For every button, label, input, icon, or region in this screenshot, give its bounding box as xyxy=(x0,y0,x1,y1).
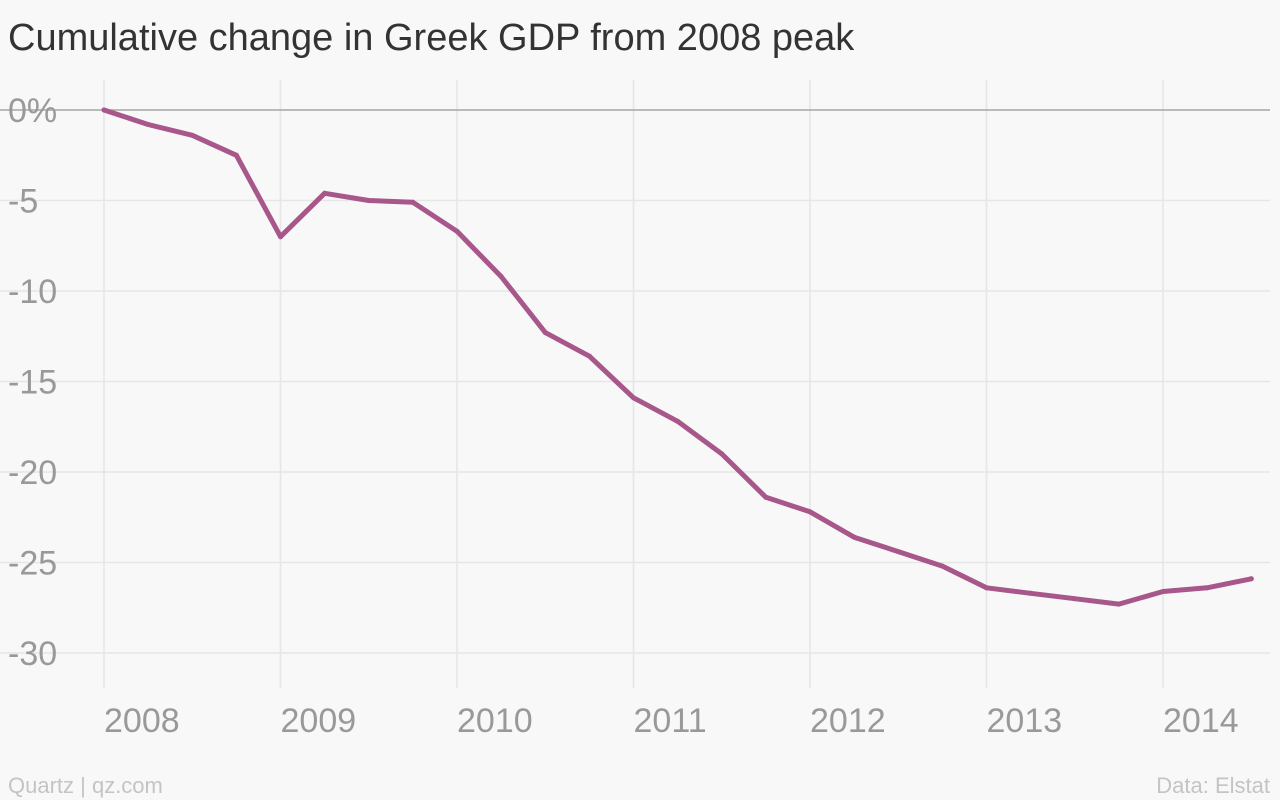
data-point xyxy=(278,234,283,240)
data-point xyxy=(498,274,504,280)
data-point xyxy=(233,152,239,158)
data-point xyxy=(454,228,460,234)
data-point xyxy=(145,121,151,127)
data-point xyxy=(719,451,725,457)
x-tick-label: 2010 xyxy=(457,702,533,740)
y-tick-label: -25 xyxy=(8,545,57,583)
data-point xyxy=(1160,588,1166,594)
x-tick-label: 2009 xyxy=(281,702,357,740)
y-tick-label: 0% xyxy=(8,92,57,130)
y-tick-label: -15 xyxy=(8,364,57,402)
data-point xyxy=(851,534,857,540)
data-point xyxy=(984,585,989,591)
x-tick-label: 2013 xyxy=(987,702,1063,740)
y-tick-label: -20 xyxy=(8,454,57,492)
footer-source-left: Quartz | qz.com xyxy=(8,773,163,798)
x-tick-label: 2012 xyxy=(810,702,886,740)
data-point xyxy=(763,494,769,500)
x-axis-labels: 2008 2009 2010 2011 2012 2013 2014 xyxy=(104,702,1239,740)
data-point xyxy=(1116,601,1122,607)
data-point xyxy=(189,132,195,138)
grid xyxy=(0,80,1270,688)
data-point xyxy=(586,353,592,359)
x-tick-label: 2014 xyxy=(1163,702,1239,740)
data-point xyxy=(542,330,548,336)
data-point xyxy=(1204,585,1210,591)
x-tick-label: 2011 xyxy=(634,702,707,740)
data-point xyxy=(807,509,813,515)
data-point xyxy=(1248,576,1254,582)
y-tick-label: -30 xyxy=(8,635,57,673)
chart-title: Cumulative change in Greek GDP from 2008… xyxy=(8,17,855,59)
y-tick-label: -5 xyxy=(8,183,38,221)
data-point xyxy=(410,199,416,205)
y-tick-label: -10 xyxy=(8,273,57,311)
data-point xyxy=(895,549,901,555)
data-point xyxy=(939,563,945,569)
x-tick-label: 2008 xyxy=(104,702,180,740)
data-point xyxy=(1028,590,1034,596)
data-point xyxy=(1072,596,1078,602)
series-line-group xyxy=(101,107,1254,607)
footer-source-right: Data: Elstat xyxy=(1156,773,1270,798)
data-point xyxy=(322,190,328,196)
y-axis-labels: 0% -5 -10 -15 -20 -25 -30 xyxy=(8,92,57,673)
data-point xyxy=(366,198,372,203)
data-point xyxy=(101,107,107,113)
data-point xyxy=(631,395,636,401)
data-point xyxy=(675,418,681,424)
